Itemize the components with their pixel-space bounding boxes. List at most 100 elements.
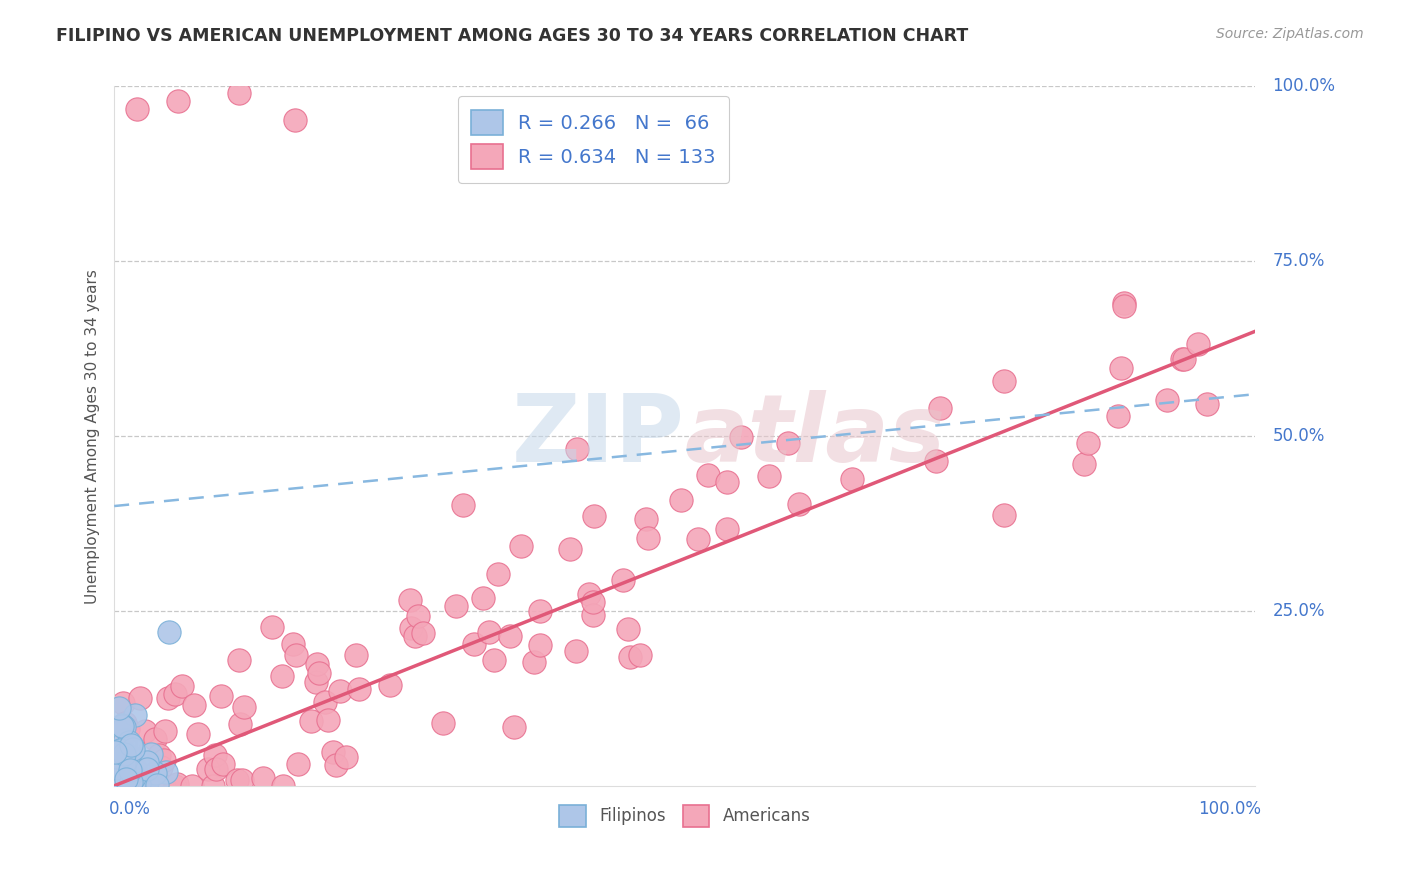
Point [134,723,156,738]
Point [110,776,132,790]
Point [444,599,467,613]
Point [228,653,250,667]
Point [284,648,307,662]
Point [104,779,127,793]
Point [453,498,475,512]
Point [432,716,454,731]
Point [111,750,134,764]
Point [404,629,426,643]
Point [378,678,401,692]
Point [993,508,1015,523]
Point [271,669,294,683]
Point [148,748,170,763]
Point [104,745,127,759]
Point [115,764,138,778]
Point [1112,299,1135,313]
Point [565,644,588,658]
Point [529,604,551,618]
Point [107,747,129,762]
Point [153,753,176,767]
Point [565,442,588,456]
Point [143,765,166,780]
Point [170,679,193,693]
Text: ZIP: ZIP [512,390,685,482]
Point [118,735,141,749]
Point [117,722,139,736]
Point [1173,352,1195,367]
Point [108,772,131,786]
Point [127,779,149,793]
Point [114,733,136,747]
Point [115,779,138,793]
Point [228,86,250,100]
Point [125,775,148,789]
Point [696,468,718,483]
Text: FILIPINO VS AMERICAN UNEMPLOYMENT AMONG AGES 30 TO 34 YEARS CORRELATION CHART: FILIPINO VS AMERICAN UNEMPLOYMENT AMONG … [56,27,969,45]
Point [124,708,146,723]
Point [232,700,254,714]
Point [325,758,347,772]
Point [105,759,128,773]
Point [716,475,738,490]
Point [329,684,352,698]
Point [637,531,659,545]
Point [117,773,139,788]
Point [322,746,344,760]
Point [143,732,166,747]
Point [112,775,135,789]
Point [110,770,132,784]
Point [112,745,135,759]
Point [166,777,188,791]
Point [110,756,132,771]
Point [122,778,145,792]
Point [139,747,162,762]
Point [260,620,283,634]
Point [118,748,141,763]
Point [471,591,494,605]
Point [1073,457,1095,471]
Point [344,648,367,662]
Point [229,716,252,731]
Point [124,779,146,793]
Point [108,742,131,756]
Point [110,752,132,766]
Text: atlas: atlas [685,390,946,482]
Point [510,539,533,553]
Point [110,779,132,793]
Point [104,761,127,775]
Point [305,674,328,689]
Point [131,779,153,793]
Point [486,567,509,582]
Point [163,687,186,701]
Point [841,472,863,486]
Point [482,653,505,667]
Point [131,779,153,793]
Point [134,779,156,793]
Point [180,779,202,793]
Point [406,608,429,623]
Point [287,757,309,772]
Point [108,740,131,755]
Point [612,573,634,587]
Point [163,779,186,793]
Point [121,739,143,754]
Point [211,757,233,772]
Point [132,778,155,792]
Point [111,751,134,765]
Point [104,745,127,759]
Point [578,587,600,601]
Point [398,593,420,607]
Point [128,691,150,706]
Point [112,756,135,771]
Point [155,723,177,738]
Text: 100.0%: 100.0% [1272,78,1336,95]
Point [730,430,752,444]
Point [669,493,692,508]
Point [110,779,132,793]
Point [1171,352,1194,367]
Point [120,738,142,752]
Text: 100.0%: 100.0% [1198,800,1261,818]
Point [118,764,141,779]
Point [104,771,127,785]
Point [135,779,157,793]
